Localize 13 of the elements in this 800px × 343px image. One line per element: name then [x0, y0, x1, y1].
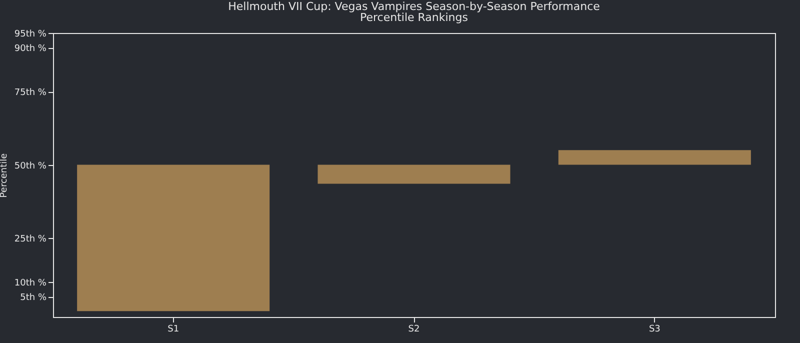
y-tick-label: 95th %	[14, 30, 47, 40]
x-tick-label: S3	[648, 324, 660, 334]
y-tick-label: 50th %	[14, 161, 47, 172]
y-tick-label: 5th %	[20, 293, 47, 304]
y-tick-label: 75th %	[14, 88, 47, 98]
y-tick-label: 90th %	[14, 44, 47, 54]
x-tick-label: S1	[168, 324, 180, 334]
chart-title: Hellmouth VII Cup: Vegas Vampires Season-by-Season Performance	[228, 0, 600, 13]
chart-subtitle: Percentile Rankings	[360, 11, 468, 24]
y-tick-label: 10th %	[14, 278, 47, 288]
y-axis-title: Percentile	[0, 152, 10, 198]
y-tick-label: 25th %	[14, 234, 47, 244]
x-tick-label: S2	[408, 324, 420, 334]
